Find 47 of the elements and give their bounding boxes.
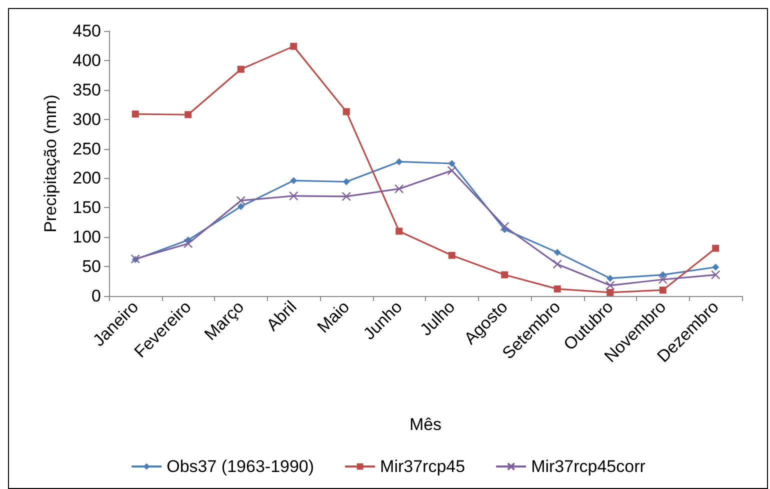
point (237, 202, 244, 210)
point (447, 166, 456, 176)
point (659, 271, 666, 278)
point (396, 158, 403, 166)
point (396, 228, 403, 235)
point (554, 285, 561, 292)
y-tick-label: 300 (72, 110, 101, 129)
point (500, 222, 510, 232)
point (342, 192, 351, 202)
y-tick-label: 250 (72, 139, 101, 158)
point (448, 252, 456, 259)
point (237, 66, 244, 73)
point (290, 42, 298, 50)
point (290, 177, 298, 184)
point (712, 244, 720, 252)
legend-label: Obs37 (1963-1990) (166, 457, 314, 476)
point (289, 191, 298, 200)
y-tick-label: 450 (72, 22, 101, 40)
point (606, 280, 615, 290)
legend-label: Mir37rcp45 (380, 457, 466, 476)
point (606, 288, 614, 296)
point (132, 110, 139, 118)
y-tick-label: 200 (72, 168, 101, 188)
point (501, 271, 508, 278)
y-tick-label: 350 (72, 80, 101, 100)
y-tick-label: 50 (82, 257, 101, 276)
point (184, 238, 193, 248)
point (448, 160, 456, 167)
point (342, 108, 350, 116)
point (658, 274, 668, 284)
point (606, 274, 614, 282)
legend-label: Mir37rcp45corr (531, 457, 646, 476)
point (552, 260, 562, 269)
x-axis-title: Mês (409, 415, 442, 434)
y-tick-label: 100 (72, 228, 101, 247)
point (394, 184, 404, 194)
point (711, 270, 720, 280)
point (184, 111, 192, 118)
point (712, 264, 720, 271)
y-tick-label: 150 (72, 198, 101, 218)
y-tick-label: 400 (72, 50, 101, 70)
point (554, 248, 561, 256)
point (342, 178, 350, 186)
y-tick-label: 0 (92, 286, 101, 306)
point (659, 286, 666, 294)
point (236, 196, 246, 206)
y-axis-title: Precipitação (mm) (41, 94, 60, 232)
